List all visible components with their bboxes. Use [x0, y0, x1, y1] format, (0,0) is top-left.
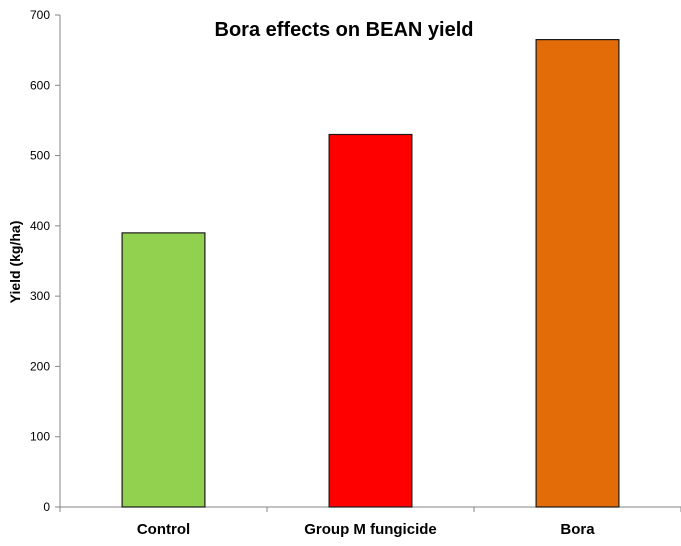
x-tick-label: Group M fungicide	[304, 521, 437, 538]
y-tick-label: 600	[30, 78, 50, 92]
y-tick-label: 100	[30, 430, 50, 444]
y-tick-label: 700	[30, 8, 50, 22]
bar-group-m-fungicide	[328, 133, 413, 508]
y-tick-label: 200	[30, 359, 50, 373]
y-tick-label: 500	[30, 149, 50, 163]
chart-title: Bora effects on BEAN yield	[215, 19, 474, 41]
x-axis: Control Group M fungicide Bora	[59, 506, 681, 538]
x-tick-label: Control	[137, 521, 190, 538]
bars	[121, 38, 620, 508]
bar-control	[121, 232, 206, 508]
y-axis-label: Yield (kg/ha)	[7, 221, 23, 304]
y-tick-label: 0	[43, 500, 50, 514]
bar-bora	[535, 38, 620, 508]
y-tick-label: 300	[30, 289, 50, 303]
y-tick-label: 400	[30, 219, 50, 233]
x-tick-label: Bora	[560, 521, 595, 538]
y-axis: 0 100 200 300 400 500 600 700	[30, 8, 61, 514]
